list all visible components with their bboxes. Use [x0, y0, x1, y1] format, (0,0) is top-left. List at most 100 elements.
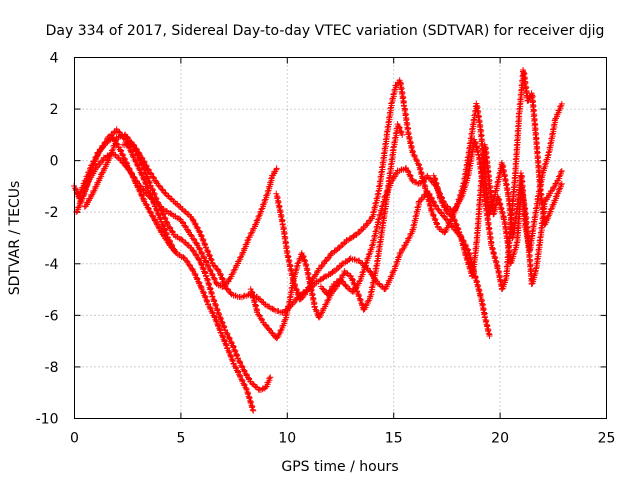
data-point [382, 141, 389, 148]
y-tick-label: -2 [45, 205, 59, 221]
data-point [439, 212, 446, 219]
data-point [387, 161, 394, 168]
data-point [486, 332, 493, 339]
data-point [376, 183, 383, 190]
x-tick-label: 15 [385, 431, 403, 447]
data-point [534, 256, 541, 263]
data-point [164, 220, 171, 227]
data-point [469, 121, 476, 128]
data-point [368, 284, 375, 291]
data-point [532, 265, 539, 272]
data-point [123, 161, 130, 168]
data-point [369, 279, 376, 286]
data-point [374, 191, 381, 198]
data-point [268, 175, 275, 182]
data-point [539, 215, 546, 222]
data-point [161, 189, 168, 196]
data-point [371, 270, 378, 277]
data-point [178, 236, 185, 243]
data-point [380, 150, 387, 157]
y-tick-label: 2 [50, 102, 59, 118]
data-point [550, 122, 557, 129]
data-point [381, 210, 388, 217]
data-point [535, 193, 542, 200]
data-point [466, 145, 473, 152]
data-point [549, 126, 556, 133]
data-point [171, 247, 178, 254]
data-point [210, 262, 217, 269]
data-point [319, 285, 326, 292]
data-point [214, 267, 221, 274]
data-point [470, 117, 477, 124]
data-point [470, 259, 477, 266]
data-point [286, 294, 293, 301]
data-point [244, 237, 251, 244]
data-point [376, 244, 383, 251]
y-tick-label: -6 [45, 308, 59, 324]
data-point [469, 273, 476, 280]
data-point [549, 131, 556, 138]
data-point [442, 215, 449, 222]
data-point [465, 149, 472, 156]
data-point [494, 179, 501, 186]
data-point [375, 188, 382, 195]
data-point [329, 268, 336, 275]
data-point [366, 293, 373, 300]
data-point [370, 275, 377, 282]
data-point [538, 225, 545, 232]
data-point [193, 241, 200, 248]
plot-frame [74, 57, 607, 419]
data-point [532, 210, 539, 217]
data-point [463, 175, 470, 182]
data-point [557, 169, 564, 176]
data-point [367, 289, 374, 296]
y-tick-labels: -10 -8 -6 -4 -2 0 2 4 [36, 51, 59, 428]
data-point [287, 289, 294, 296]
data-point [434, 205, 441, 212]
data-point [378, 169, 385, 176]
data-point [261, 321, 268, 328]
data-point [546, 144, 553, 151]
data-point [496, 170, 503, 177]
data-point [136, 150, 143, 157]
data-point [266, 375, 273, 382]
data-point [410, 222, 417, 229]
data-point [413, 208, 420, 215]
data-point [378, 164, 385, 171]
data-point [468, 153, 475, 160]
data-point [538, 220, 545, 227]
data-point [155, 182, 162, 189]
data-point [467, 135, 474, 142]
data-point [376, 178, 383, 185]
data-point [530, 223, 537, 230]
data-point [380, 155, 387, 162]
data-point [471, 250, 478, 257]
data-point [539, 211, 546, 218]
series-track-8 [317, 66, 565, 298]
data-point [547, 140, 554, 147]
data-point [411, 217, 418, 224]
data-point [388, 156, 395, 163]
data-point [158, 185, 165, 192]
data-point [493, 183, 500, 190]
data-point [466, 140, 473, 147]
data-point [377, 234, 384, 241]
data-point [534, 251, 541, 258]
data-point [195, 256, 202, 263]
data-point [286, 299, 293, 306]
data-point [536, 242, 543, 249]
data-point [378, 229, 385, 236]
data-point [469, 268, 476, 275]
data-point [533, 205, 540, 212]
data-point [533, 260, 540, 267]
series-track-4 [75, 126, 178, 254]
data-point [544, 152, 551, 159]
data-point [257, 209, 264, 216]
chart-title: Day 334 of 2017, Sidereal Day-to-day VTE… [46, 23, 605, 39]
data-point [185, 228, 192, 235]
data-point [414, 204, 421, 211]
data-point [535, 246, 542, 253]
data-point [470, 264, 477, 271]
data-point [548, 135, 555, 142]
data-point [78, 196, 85, 203]
